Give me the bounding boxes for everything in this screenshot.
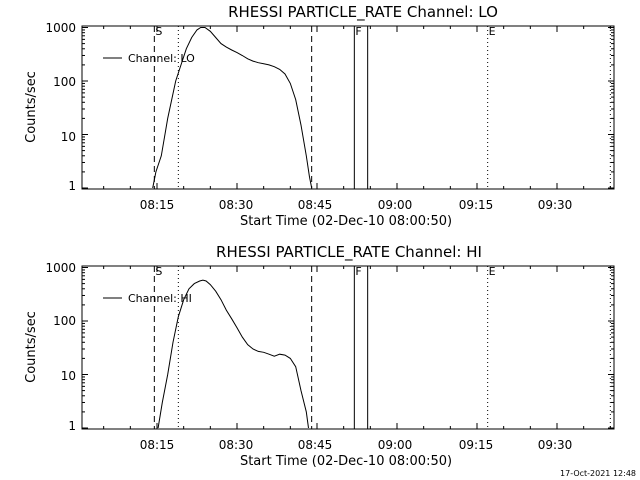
y-axis-label: Counts/sec <box>24 71 39 143</box>
y-tick-label: 1000 <box>45 21 76 35</box>
chart-top: RHESSI PARTICLE_RATE Channel: LO Counts/… <box>24 3 615 229</box>
y-tick-label: 1 <box>68 419 76 433</box>
event-marker-label: E <box>489 25 496 38</box>
chart-title: RHESSI PARTICLE_RATE Channel: LO <box>228 3 498 22</box>
event-marker-label: F <box>355 25 361 38</box>
y-axis-label: Counts/sec <box>24 311 39 383</box>
x-tick-label: 08:30 <box>219 198 254 212</box>
y-tick-label: 10 <box>61 369 76 383</box>
y-tick-label: 1 <box>68 179 76 193</box>
event-marker-label: S <box>155 265 162 278</box>
event-marker-label: E <box>489 265 496 278</box>
chart-title: RHESSI PARTICLE_RATE Channel: HI <box>216 243 482 262</box>
x-tick-label: 08:45 <box>298 438 333 452</box>
y-tick-label: 100 <box>53 75 76 89</box>
plot-frame <box>81 25 615 190</box>
axis-ticks <box>82 266 614 429</box>
footer-timestamp: 17-Oct-2021 12:48 <box>560 469 636 478</box>
x-tick-label: 08:45 <box>298 198 333 212</box>
x-tick-label: 09:30 <box>538 198 573 212</box>
y-tick-label: 100 <box>53 314 76 328</box>
series-line-hi <box>157 279 309 429</box>
y-tick-label: 1000 <box>45 261 76 275</box>
axis-ticks <box>82 26 614 189</box>
y-tick-label: 10 <box>61 130 76 144</box>
legend-label: Channel: LO <box>128 52 195 65</box>
legend-label: Channel: HI <box>128 292 192 305</box>
x-tick-label: 08:15 <box>140 198 175 212</box>
x-tick-label: 08:30 <box>219 438 254 452</box>
x-tick-label: 08:15 <box>140 438 175 452</box>
x-tick-label: 09:30 <box>538 438 573 452</box>
event-marker-label: S <box>155 25 162 38</box>
x-tick-label: 09:15 <box>459 438 494 452</box>
series-line-lo <box>152 27 313 189</box>
x-axis-label: Start Time (02-Dec-10 08:00:50) <box>240 454 452 469</box>
chart-bottom: RHESSI PARTICLE_RATE Channel: HI Counts/… <box>24 243 615 469</box>
x-tick-label: 09:15 <box>459 198 494 212</box>
x-tick-label: 09:00 <box>378 438 413 452</box>
plot-frame <box>81 265 615 430</box>
x-axis-label: Start Time (02-Dec-10 08:00:50) <box>240 214 452 229</box>
x-tick-label: 09:00 <box>378 198 413 212</box>
event-marker-label: F <box>355 265 361 278</box>
